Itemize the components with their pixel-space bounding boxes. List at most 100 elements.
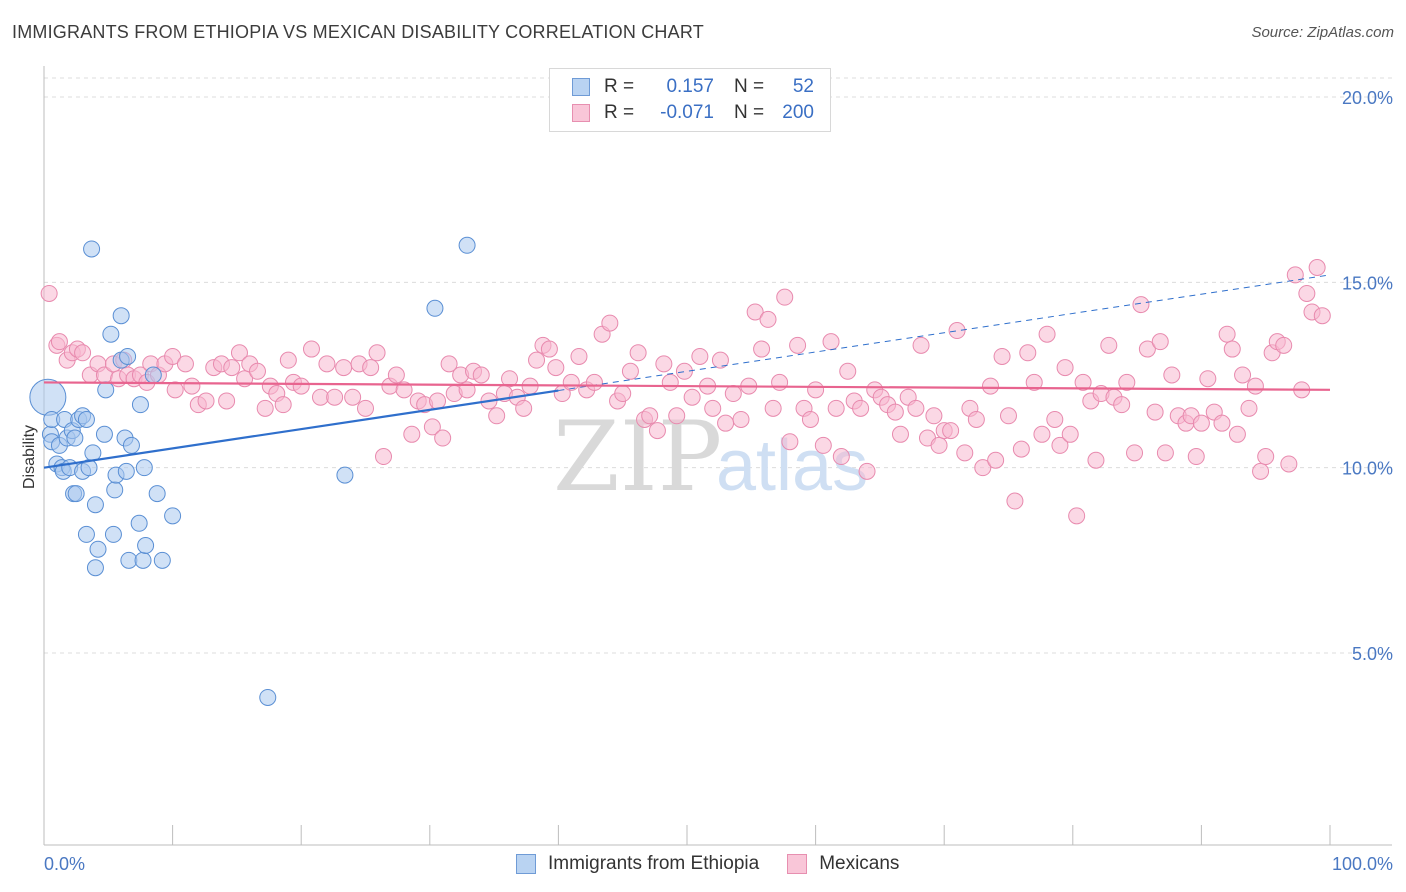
- legend-n-label: N =: [734, 102, 765, 123]
- mexicans-point: [1313, 307, 1331, 325]
- mexicans-point: [1156, 444, 1174, 462]
- mexicans-point: [176, 355, 194, 373]
- mexicans-point: [528, 351, 546, 369]
- series-label-mexicans: Mexicans: [819, 853, 900, 874]
- series-legend-ethiopia[interactable]: Immigrants from Ethiopia: [516, 853, 759, 875]
- mexicans-point: [395, 381, 413, 399]
- y-tick-label: 5.0%: [1352, 644, 1393, 664]
- chart-title: IMMIGRANTS FROM ETHIOPIA VS MEXICAN DISA…: [12, 22, 704, 42]
- mexicans-point: [993, 347, 1011, 365]
- mexicans-point: [74, 344, 92, 362]
- ethiopia-point: [77, 525, 95, 543]
- mexicans-point: [1228, 425, 1246, 443]
- mexicans-point: [956, 444, 974, 462]
- mexicans-point: [822, 333, 840, 351]
- mexicans-point: [912, 336, 930, 354]
- mexicans-point: [256, 399, 274, 417]
- mexicans-point: [540, 340, 558, 358]
- ethiopia-point: [153, 551, 171, 569]
- legend-n-value: 200: [782, 102, 814, 123]
- mexicans-point: [614, 385, 632, 403]
- x-tick-label: 0.0%: [44, 854, 85, 874]
- mexicans-point: [724, 385, 742, 403]
- mexicans-point: [423, 418, 441, 436]
- mexicans-point: [50, 333, 68, 351]
- mexicans-point: [1006, 492, 1024, 510]
- mexicans-point: [434, 429, 452, 447]
- legend-n-value: 52: [792, 76, 814, 97]
- ethiopia-point: [97, 381, 115, 399]
- mexicans-point: [746, 303, 764, 321]
- series-swatch-ethiopia: [516, 854, 536, 874]
- trend-lines: [43, 274, 1331, 469]
- mexicans-point: [248, 362, 266, 380]
- mexicans-point: [472, 366, 490, 384]
- y-axis-title: Disability: [21, 425, 38, 489]
- mexicans-point: [562, 373, 580, 391]
- ethiopia-point: [131, 396, 149, 414]
- x-tick-label: 100.0%: [1332, 854, 1393, 874]
- mexicans-point: [515, 399, 533, 417]
- mexicans-point: [668, 407, 686, 425]
- mexicans-point: [764, 399, 782, 417]
- ethiopia-point: [95, 425, 113, 443]
- y-tick-label: 10.0%: [1342, 459, 1393, 479]
- mexicans-point: [1275, 336, 1293, 354]
- mexicans-point: [852, 399, 870, 417]
- ethiopia-point: [77, 410, 95, 428]
- mexicans-point: [907, 399, 925, 417]
- mexicans-point: [1223, 340, 1241, 358]
- mexicans-point: [223, 359, 241, 377]
- mexicans-point: [403, 425, 421, 443]
- mexicans-point: [789, 336, 807, 354]
- mexicans-point: [1257, 448, 1275, 466]
- mexicans-point: [759, 310, 777, 328]
- mexicans-point: [987, 451, 1005, 469]
- ethiopia-point: [135, 459, 153, 477]
- mexicans-point: [1151, 333, 1169, 351]
- ethiopia-point: [86, 496, 104, 514]
- y-tick-label: 15.0%: [1342, 273, 1393, 293]
- mexicans-point: [279, 351, 297, 369]
- mexicans-point: [704, 399, 722, 417]
- mexicans-point: [839, 362, 857, 380]
- series-legend-mexicans[interactable]: Mexicans: [787, 853, 899, 875]
- legend-swatch-ethiopia: [572, 78, 590, 96]
- mexicans-point: [1240, 399, 1258, 417]
- ethiopia-point: [119, 347, 137, 365]
- mexicans-points: [40, 259, 1331, 525]
- mexicans-trend: [43, 381, 1331, 391]
- mexicans-point: [886, 403, 904, 421]
- ethiopia-point: [137, 537, 155, 555]
- mexicans-point: [335, 359, 353, 377]
- ethiopia-point: [106, 481, 124, 499]
- series-label-ethiopia: Immigrants from Ethiopia: [548, 853, 760, 874]
- mexicans-point: [683, 388, 701, 406]
- mexicans-point: [641, 407, 659, 425]
- mexicans-point: [1033, 425, 1051, 443]
- mexicans-point: [1038, 325, 1056, 343]
- mexicans-point: [1146, 403, 1164, 421]
- mexicans-point: [1308, 259, 1326, 277]
- mexicans-point: [648, 422, 666, 440]
- mexicans-point: [1019, 344, 1037, 362]
- mexicans-point: [1051, 436, 1069, 454]
- mexicans-point: [1298, 284, 1316, 302]
- mexicans-point: [1056, 359, 1074, 377]
- watermark: ZIP atlas: [553, 401, 868, 513]
- mexicans-point: [753, 340, 771, 358]
- mexicans-point: [318, 355, 336, 373]
- mexicans-point: [711, 351, 729, 369]
- mexicans-point: [570, 347, 588, 365]
- ethiopia-point: [83, 240, 101, 258]
- ethiopia-point: [89, 540, 107, 558]
- mexicans-point: [1118, 373, 1136, 391]
- mexicans-point: [368, 344, 386, 362]
- mexicans-point: [858, 462, 876, 480]
- ethiopia-point: [112, 307, 130, 325]
- mexicans-point: [827, 399, 845, 417]
- mexicans-point: [357, 399, 374, 417]
- mexicans-point: [814, 436, 832, 454]
- mexicans-point: [807, 381, 825, 399]
- mexicans-point: [1100, 336, 1118, 354]
